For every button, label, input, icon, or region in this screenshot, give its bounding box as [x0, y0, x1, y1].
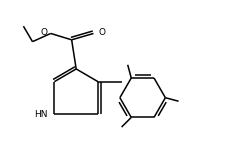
Text: HN: HN: [34, 110, 47, 119]
Text: O: O: [98, 28, 105, 37]
Text: O: O: [41, 28, 48, 37]
